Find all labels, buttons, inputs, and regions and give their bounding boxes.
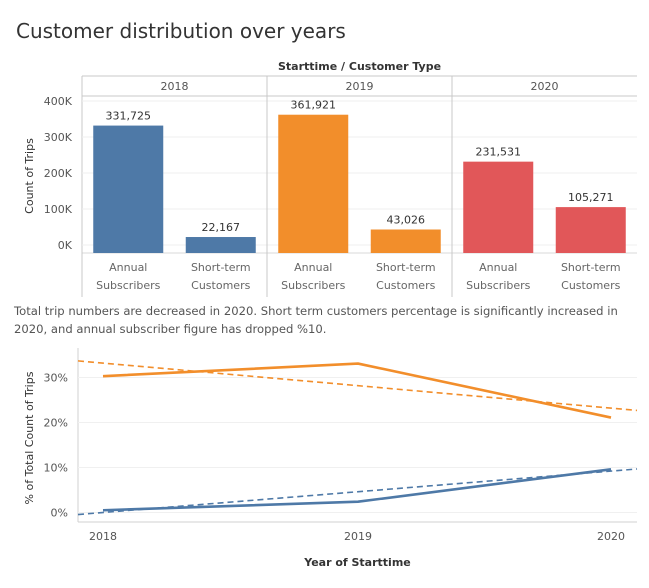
bar [555,207,626,253]
y-tick-label: 0% [51,507,68,520]
y-tick-label: 300K [44,131,73,144]
y-tick-label: 0K [58,239,73,252]
series-line [102,362,612,419]
chart-title: Customer distribution over years [16,19,346,43]
data-label: 43,026 [387,214,426,227]
category-label: Annual [294,261,332,274]
bar-chart: Starttime / Customer Type 0K 100K 200K 300K 4… [23,60,637,297]
data-label: 22,167 [202,221,241,234]
y-axis-label: % of Total Count of Trips [23,371,36,504]
data-label: 361,921 [291,99,337,112]
bar [185,237,256,253]
category-label: Customers [191,279,250,292]
category-label: Subscribers [466,279,531,292]
category-label: Subscribers [96,279,161,292]
bar [278,114,349,254]
bar [370,229,441,253]
category-label: Annual [479,261,517,274]
group-label: 2020 [531,80,559,93]
trend-line [77,360,638,412]
data-label: 105,271 [568,191,614,204]
column-header: Starttime / Customer Type [278,60,441,73]
category-label: Annual [109,261,147,274]
category-label: Short-term [561,261,621,274]
x-tick-label: 2020 [597,530,625,543]
y-tick-label: 30% [44,372,68,385]
y-tick-label: 200K [44,167,73,180]
category-label: Short-term [376,261,436,274]
group-label: 2018 [161,80,189,93]
category-label: Customers [376,279,435,292]
x-tick-label: 2018 [89,530,117,543]
x-tick-label: 2019 [344,530,372,543]
category-label: Short-term [191,261,251,274]
y-tick-label: 10% [44,462,68,475]
line-chart: 0% 10% 20% 30% % of Total Count of Trips 2018… [23,348,638,569]
y-tick-label: 20% [44,417,68,430]
chart-caption: Total trip numbers are decreased in 2020… [14,304,618,336]
y-tick-label: 100K [44,203,73,216]
data-label: 231,531 [476,146,522,159]
category-label: Customers [561,279,620,292]
group-label: 2019 [346,80,374,93]
category-label: Subscribers [281,279,346,292]
series-line [102,468,612,512]
bar [463,161,534,253]
x-axis-label: Year of Starttime [303,556,411,569]
y-axis-label: Count of Trips [23,138,36,214]
data-label: 331,725 [106,110,152,123]
y-tick-label: 400K [44,95,73,108]
bar [93,125,164,253]
